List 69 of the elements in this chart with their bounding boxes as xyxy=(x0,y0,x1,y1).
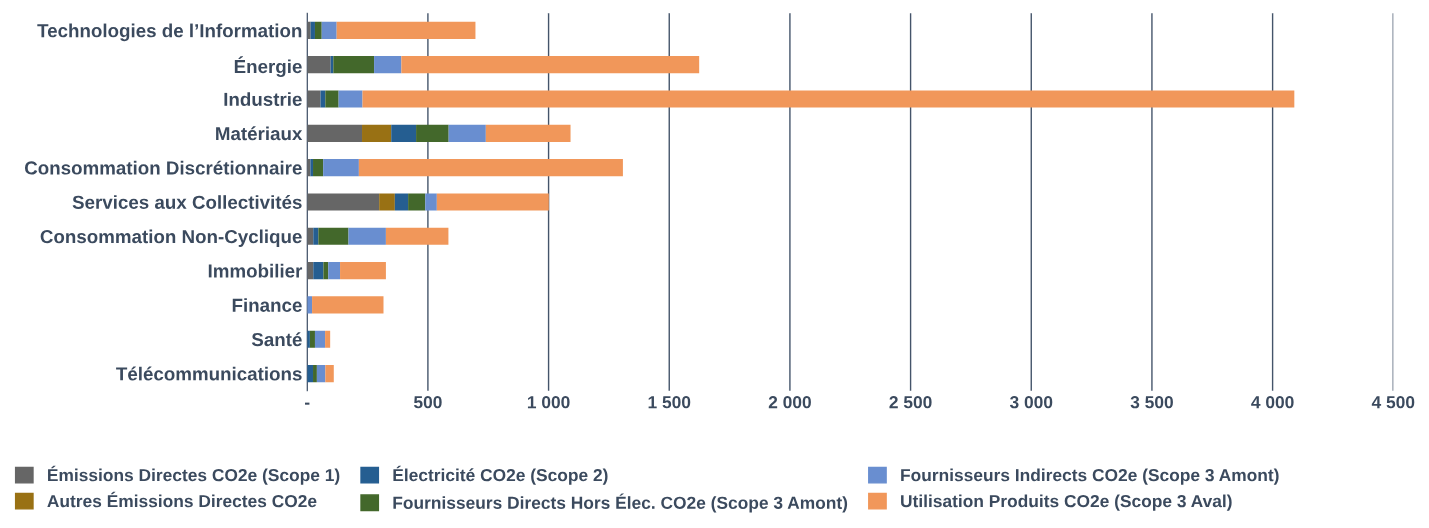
bar xyxy=(336,21,476,39)
bar xyxy=(362,124,392,142)
bar xyxy=(338,90,363,108)
bar xyxy=(313,262,324,280)
bar xyxy=(448,124,486,142)
bar xyxy=(436,193,549,211)
bar xyxy=(416,124,449,142)
bar xyxy=(323,262,329,280)
bar xyxy=(325,364,334,383)
bar xyxy=(312,296,384,314)
bar xyxy=(385,227,449,245)
bar xyxy=(391,124,417,142)
bar xyxy=(394,193,409,211)
legend-label: Autres Émissions Directes CO2e xyxy=(47,491,317,508)
bar xyxy=(401,56,700,74)
bar xyxy=(333,56,375,74)
bar xyxy=(323,159,359,177)
bar xyxy=(379,193,395,211)
y-tick-label: Industrie xyxy=(224,92,302,106)
bar xyxy=(485,124,571,142)
x-tick-label: 3 500 xyxy=(1130,396,1173,409)
bar xyxy=(348,227,386,245)
bar xyxy=(362,90,1295,108)
x-tick-label: 500 xyxy=(413,396,442,409)
y-tick-label: Consommation Discrétionnaire xyxy=(24,160,302,175)
x-tick-label: - xyxy=(305,402,310,405)
bar xyxy=(340,262,386,280)
y-tick-label: Services aux Collectivités xyxy=(72,195,302,209)
legend-label: Utilisation Produits CO2e (Scope 3 Aval) xyxy=(901,494,1232,511)
bar xyxy=(307,90,321,108)
y-tick-label: Technologies de l’Information xyxy=(37,23,302,42)
legend-label: Fournisseurs Directs Hors Élec. CO2e (Scope 3 Amont) xyxy=(393,493,848,513)
bar xyxy=(313,227,319,245)
bar xyxy=(307,193,380,211)
x-tick-label: 3 000 xyxy=(1009,396,1053,409)
x-tick-label: 4 000 xyxy=(1251,396,1294,409)
y-tick-label: Énergie xyxy=(234,56,302,77)
bar xyxy=(314,21,322,39)
y-tick-label: Télécommunications xyxy=(116,366,302,381)
y-tick-label: Consommation Non-Cyclique xyxy=(40,229,302,247)
x-tick-label: 4 500 xyxy=(1371,396,1415,409)
bar xyxy=(313,364,317,383)
bar xyxy=(318,227,349,245)
bar xyxy=(425,193,437,211)
legend-label: Électricité CO2e (Scope 2) xyxy=(393,465,608,485)
bar xyxy=(325,330,331,348)
bar xyxy=(358,159,623,177)
bar xyxy=(313,159,324,177)
legend-label: Émissions Directes CO2e (Scope 1) xyxy=(48,465,340,485)
y-tick-label: Matériaux xyxy=(216,126,303,141)
legend-label: Fournisseurs Indirects CO2e (Scope 3 Amont) xyxy=(901,468,1279,485)
bar xyxy=(328,262,341,280)
bar xyxy=(314,330,326,348)
bar xyxy=(325,90,339,108)
bar xyxy=(309,330,315,348)
bar xyxy=(374,56,402,74)
x-tick-label: 2 000 xyxy=(768,396,811,409)
x-tick-label: 2 500 xyxy=(889,396,932,409)
bar xyxy=(307,56,331,74)
x-tick-label: 1 000 xyxy=(527,396,570,409)
bar xyxy=(316,364,326,383)
y-tick-label: Finance xyxy=(232,298,302,312)
y-tick-label: Immobilier xyxy=(208,263,303,278)
bar xyxy=(321,21,337,39)
y-tick-label: Santé xyxy=(251,332,302,347)
x-tick-label: 1 500 xyxy=(648,396,691,409)
bar xyxy=(307,124,363,142)
bar xyxy=(310,21,315,39)
bar xyxy=(408,193,426,211)
